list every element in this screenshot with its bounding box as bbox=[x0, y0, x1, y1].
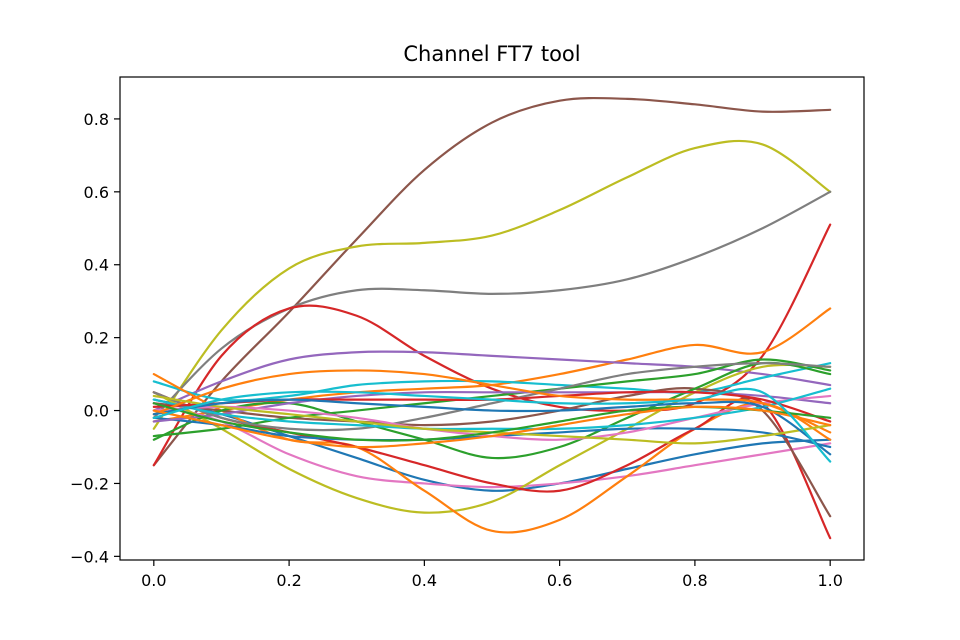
x-tick-label: 0.8 bbox=[682, 571, 707, 590]
series-line-22 bbox=[152, 369, 832, 434]
y-tick-label: 0.0 bbox=[84, 402, 109, 421]
series-line-1 bbox=[152, 96, 832, 467]
series-line-24 bbox=[152, 398, 832, 456]
x-axis: 0.0 0.2 0.4 0.6 0.8 1.0 bbox=[141, 560, 843, 590]
series-line-26 bbox=[152, 405, 832, 449]
y-tick-label: 0.6 bbox=[84, 183, 109, 202]
series-line-4 bbox=[152, 223, 832, 467]
series-line-18 bbox=[152, 362, 832, 432]
x-tick-label: 0.4 bbox=[412, 571, 437, 590]
y-tick-label: −0.4 bbox=[70, 547, 109, 566]
series-line-10 bbox=[152, 363, 832, 514]
x-tick-label: 0.2 bbox=[276, 571, 301, 590]
x-tick-label: 1.0 bbox=[817, 571, 842, 590]
x-tick-label: 0.6 bbox=[547, 571, 572, 590]
y-tick-label: 0.2 bbox=[84, 329, 109, 348]
series-layer bbox=[152, 96, 832, 540]
y-axis: −0.4 −0.2 0.0 0.2 0.4 0.6 0.8 bbox=[70, 110, 120, 566]
series-line-15 bbox=[152, 361, 832, 460]
series-line-20 bbox=[152, 387, 832, 431]
chart-title: Channel FT7 tool bbox=[403, 42, 580, 66]
series-line-7 bbox=[152, 362, 832, 402]
y-tick-label: 0.8 bbox=[84, 110, 109, 129]
y-tick-label: 0.4 bbox=[84, 256, 109, 275]
y-tick-label: −0.2 bbox=[70, 474, 109, 493]
plot-frame bbox=[119, 76, 865, 561]
series-line-2 bbox=[152, 139, 832, 430]
x-tick-label: 0.0 bbox=[141, 571, 166, 590]
series-line-9 bbox=[152, 402, 832, 489]
series-line-14 bbox=[152, 358, 832, 438]
series-line-27 bbox=[152, 387, 832, 463]
